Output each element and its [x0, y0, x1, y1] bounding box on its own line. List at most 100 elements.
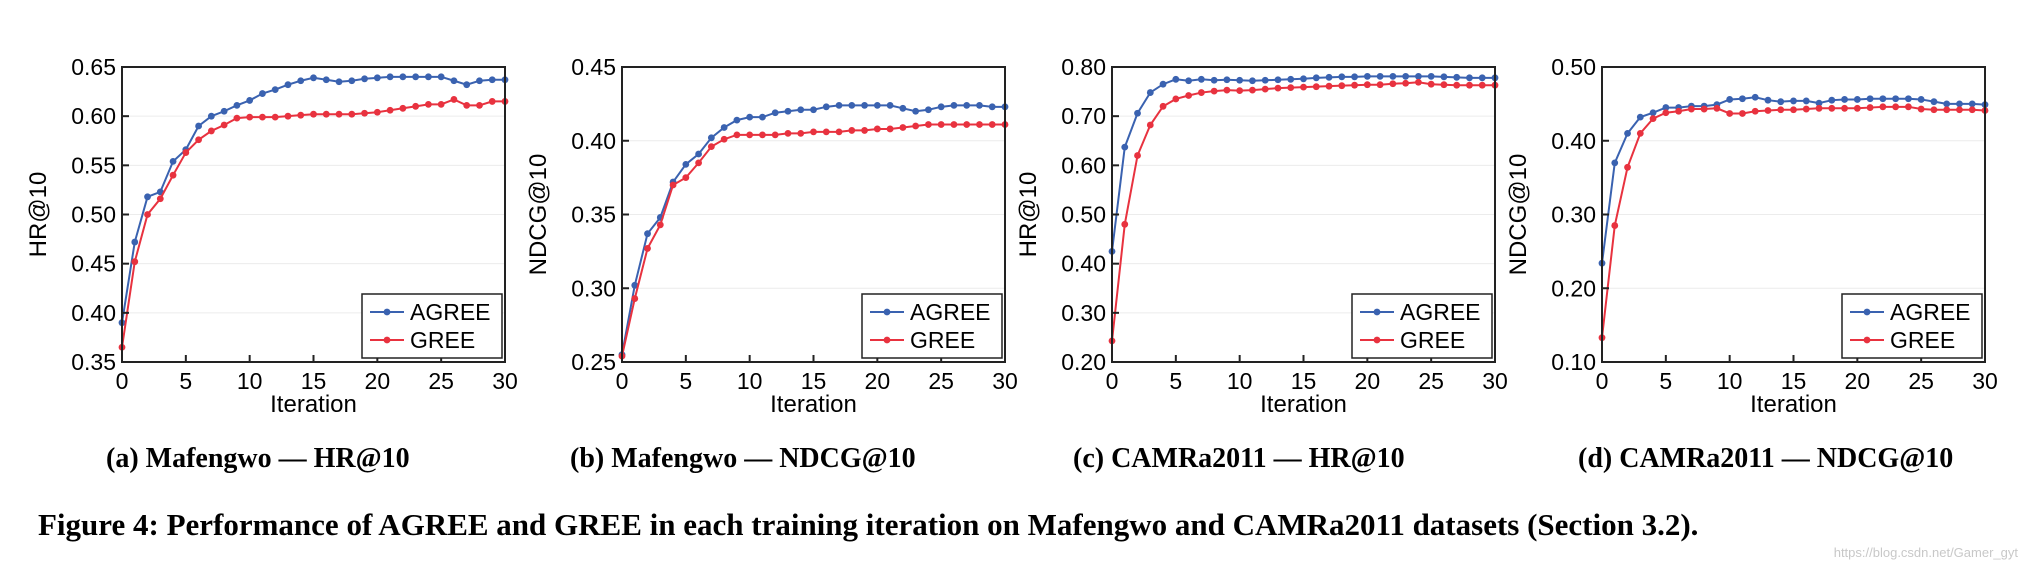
data-point-gree: [682, 174, 690, 182]
data-point-agree: [246, 97, 254, 104]
data-point-gree: [1649, 115, 1657, 123]
chart-panel-b: 0.25 0.30 0.35 0.40 0.45 0 5 10 15 20 25 30 Iteratio…: [525, 54, 1018, 418]
data-point-agree: [1389, 72, 1397, 80]
watermark: https://blog.csdn.net/Gamer_gyt: [1833, 545, 2018, 560]
data-point-agree: [925, 106, 932, 114]
data-point-gree: [963, 121, 971, 128]
data-point-gree: [195, 136, 203, 144]
data-point-gree: [835, 128, 843, 136]
data-point-gree: [1338, 82, 1346, 90]
data-point-agree: [720, 124, 728, 131]
data-point-agree: [1764, 96, 1772, 104]
data-point-agree: [1879, 95, 1887, 103]
data-point-gree: [182, 149, 190, 156]
data-point-gree: [1662, 109, 1670, 117]
x-axis-label: Iteration: [1260, 391, 1347, 418]
data-point-agree: [771, 109, 779, 117]
legend-box: [861, 293, 1003, 359]
x-tick-label: 30: [492, 368, 518, 394]
data-point-gree: [886, 125, 894, 133]
y-axis-label: NDCG@10: [525, 154, 552, 276]
y-tick-label: 0.70: [1061, 103, 1106, 129]
legend-swatch-marker: [1373, 308, 1381, 316]
data-point-gree: [399, 104, 407, 112]
data-point-gree: [1853, 104, 1861, 112]
data-point-gree: [1363, 81, 1371, 89]
x-tick-label: 5: [679, 368, 692, 394]
data-point-gree: [488, 98, 496, 105]
x-tick-label: 0: [616, 368, 629, 394]
x-tick-label: 25: [928, 368, 954, 394]
data-point-agree: [412, 73, 420, 81]
data-point-gree: [1274, 84, 1282, 92]
x-axis-label: Iteration: [270, 391, 357, 418]
y-tick-label: 0.45: [571, 54, 616, 80]
data-point-gree: [310, 110, 317, 118]
data-point-agree: [1624, 129, 1631, 137]
data-point-agree: [476, 77, 483, 85]
data-point-gree: [1675, 107, 1682, 115]
data-point-agree: [1866, 95, 1874, 103]
data-point-agree: [733, 116, 741, 124]
data-point-agree: [1325, 73, 1333, 81]
data-point-gree: [348, 110, 356, 118]
y-tick-label: 0.30: [1061, 300, 1106, 326]
data-point-agree: [976, 101, 983, 109]
data-point-gree: [1287, 84, 1295, 92]
x-tick-label: 25: [1908, 368, 1934, 394]
data-point-agree: [631, 281, 639, 289]
x-tick-label: 5: [1659, 368, 1672, 394]
data-point-gree: [797, 129, 805, 137]
legend-swatch-marker: [383, 336, 391, 344]
data-point-agree: [1892, 95, 1900, 103]
data-point-gree: [1700, 105, 1708, 113]
data-point-gree: [156, 195, 164, 203]
data-point-gree: [271, 113, 279, 121]
data-point-gree: [988, 121, 996, 128]
data-point-agree: [220, 107, 228, 115]
y-axis-label: HR@10: [25, 172, 52, 258]
data-point-gree: [361, 109, 368, 117]
data-point-agree: [784, 107, 792, 115]
data-point-gree: [1261, 85, 1269, 93]
chart-panel-c: 0.20 0.30 0.40 0.50 0.60 0.70 0.80 0 5 10 15 20 25 30…: [1015, 54, 1508, 418]
data-point-agree: [1402, 72, 1410, 80]
data-point-gree: [1815, 104, 1823, 112]
data-point-gree: [848, 127, 856, 134]
data-point-agree: [1815, 99, 1823, 107]
data-point-agree: [797, 106, 805, 114]
data-point-agree: [1841, 96, 1848, 103]
data-point-gree: [169, 171, 177, 179]
data-point-agree: [1351, 73, 1358, 81]
x-tick-label: 20: [365, 368, 391, 394]
x-axis-label: Iteration: [1750, 391, 1837, 418]
data-point-agree: [233, 101, 241, 109]
data-point-gree: [1905, 103, 1912, 111]
data-point-gree: [322, 110, 330, 118]
x-tick-label: 10: [737, 368, 763, 394]
data-point-agree: [1917, 96, 1925, 103]
series-line-agree: [1601, 96, 1986, 264]
data-point-agree: [1649, 109, 1657, 117]
y-tick-label: 0.45: [71, 251, 116, 277]
y-axis-label: HR@10: [1015, 172, 1042, 258]
x-tick-label: 20: [865, 368, 891, 394]
data-point-gree: [1300, 83, 1307, 91]
data-point-agree: [1466, 74, 1473, 82]
data-point-gree: [1210, 87, 1218, 95]
data-point-gree: [861, 127, 868, 134]
legend-box: [361, 293, 503, 359]
data-point-agree: [822, 103, 830, 111]
data-point-agree: [348, 77, 356, 85]
data-point-agree: [1274, 76, 1282, 84]
data-point-gree: [1466, 81, 1473, 89]
data-point-gree: [437, 100, 445, 108]
data-point-agree: [861, 101, 868, 109]
chart-panel-d: 0.10 0.20 0.30 0.40 0.50 0 5 10 15 20 25 30 Iteratio…: [1505, 54, 1998, 418]
data-point-gree: [1402, 79, 1410, 87]
data-point-agree: [259, 90, 266, 97]
data-point-agree: [886, 101, 894, 109]
data-point-gree: [1636, 129, 1644, 137]
data-point-agree: [810, 106, 817, 114]
